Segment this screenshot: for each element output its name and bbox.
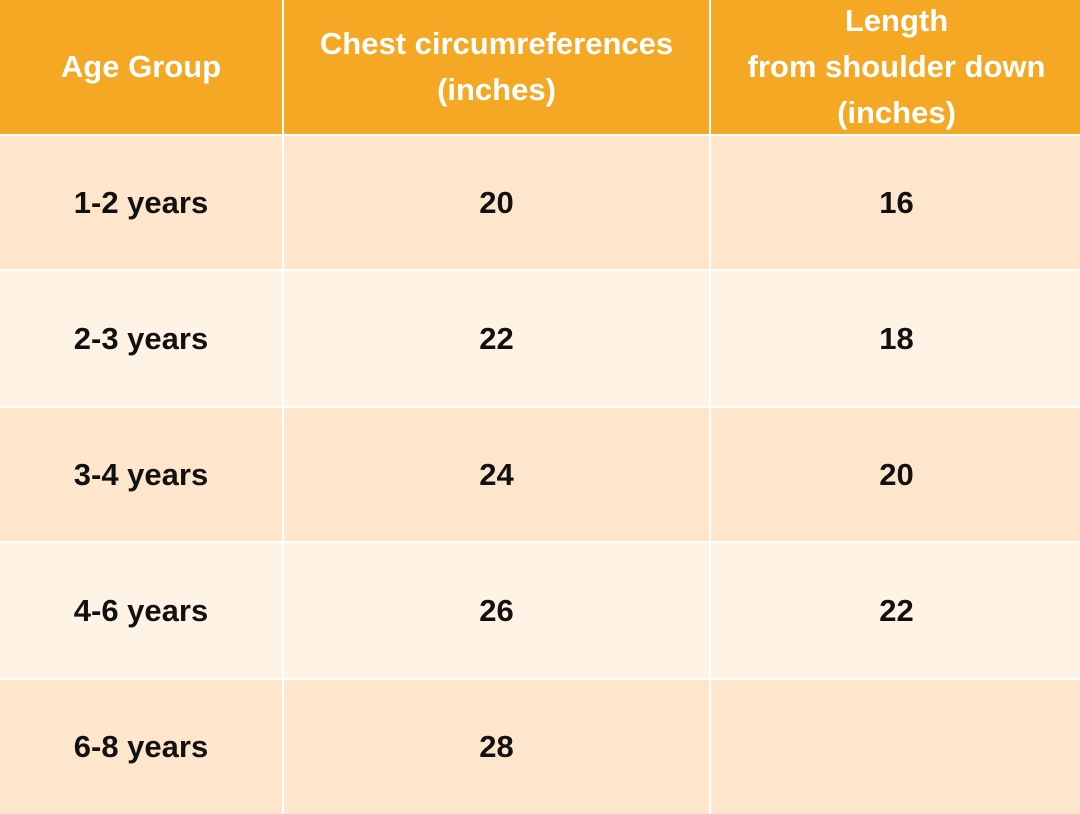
header-text: Length [844,3,949,38]
cell: 6-8 years [0,680,282,814]
cell: 1-2 years [0,136,282,269]
empty-cell [711,680,1080,814]
header-text: (inches) [437,72,556,107]
cell: 22 [711,543,1080,678]
cell: 18 [711,271,1080,406]
cell: 20 [284,136,709,269]
header-cell: Chest circumreferences (inches) [284,0,709,134]
cell: 16 [711,136,1080,269]
cell: 28 [284,680,709,814]
header-text: Age Group [60,49,222,84]
cell: 4-6 years [0,543,282,678]
cell: 20 [711,408,1080,541]
header-text: (inches) [837,95,956,130]
cell: 3-4 years [0,408,282,541]
header-cell: Age Group [0,0,282,134]
cell: 26 [284,543,709,678]
header-text: from shoulder down [747,49,1046,84]
cell: 22 [284,271,709,406]
cell: 24 [284,408,709,541]
header-text: Chest circumreferences [319,26,674,61]
header-cell: Length from shoulder down (inches) [711,0,1080,134]
cell: 2-3 years [0,271,282,406]
